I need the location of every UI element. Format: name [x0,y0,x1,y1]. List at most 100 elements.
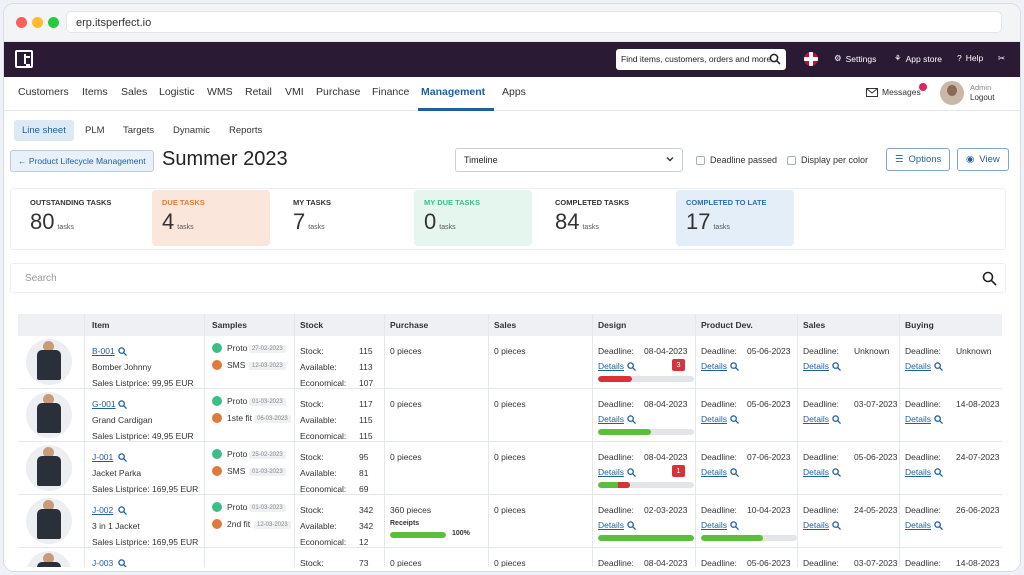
search-icon[interactable] [934,415,943,424]
search-icon[interactable] [730,521,739,530]
nav-sales[interactable]: Sales [121,86,148,98]
stat-card-my-tasks[interactable]: MY TASKS 7 tasks [283,190,401,246]
product-dev-details-link[interactable]: Details [701,520,727,530]
nav-vmi[interactable]: VMI [285,86,304,98]
search-icon[interactable] [730,415,739,424]
sales-details-link[interactable]: Details [803,520,829,530]
stat-card-due[interactable]: DUE TASKS 4 tasks [152,190,270,246]
help-link[interactable]: ? Help [957,53,983,63]
options-button[interactable]: ☰ Options [886,148,951,171]
design-details-link[interactable]: Details [598,414,624,424]
maximize-window-button[interactable] [48,17,59,28]
tab-reports[interactable]: Reports [229,125,263,136]
product-dev-details-link[interactable]: Details [701,414,727,424]
stat-card-completed-late[interactable]: COMPLETED TO LATE 17 tasks [676,190,794,246]
table-row[interactable]: G-001 Grand Cardigan Sales Listprice: 49,9… [18,389,1002,442]
search-icon[interactable] [118,453,127,462]
product-image[interactable] [26,445,72,491]
table-row[interactable]: J-001 Jacket Parka Sales Listprice: 169,95… [18,442,1002,495]
avatar[interactable] [940,81,964,105]
search-icon[interactable] [934,468,943,477]
stat-card-outstanding[interactable]: OUTSTANDING TASKS 80 tasks [20,190,138,246]
search-icon[interactable] [118,506,127,515]
search-icon[interactable] [118,400,127,409]
product-image[interactable] [26,339,72,385]
settings-link[interactable]: ⚙ Settings [834,53,876,64]
search-icon[interactable] [118,559,127,567]
nav-apps[interactable]: Apps [502,86,526,98]
display-per-color-checkbox[interactable]: Display per color [787,155,868,165]
view-button[interactable]: ◉ View [957,148,1009,171]
item-code-link[interactable]: J-002 [92,505,114,515]
search-icon[interactable] [769,53,781,65]
sales-details-link[interactable]: Details [803,467,829,477]
search-icon[interactable] [934,362,943,371]
search-icon[interactable] [982,271,997,286]
search-icon[interactable] [730,468,739,477]
product-dev-details-link[interactable]: Details [701,467,727,477]
nav-wms[interactable]: WMS [207,86,233,98]
col-buying[interactable]: Buying [905,320,934,330]
col-stock[interactable]: Stock [300,320,324,330]
search-icon[interactable] [627,468,636,477]
app-store-link[interactable]: ⚘ App store [894,53,942,64]
design-details-link[interactable]: Details [598,467,624,477]
item-code-link[interactable]: J-001 [92,452,114,462]
user-menu[interactable]: Admin Logout [970,83,994,103]
checkbox-box[interactable] [787,155,796,165]
search-icon[interactable] [832,468,841,477]
product-image[interactable] [26,551,72,567]
search-icon[interactable] [832,521,841,530]
search-input[interactable]: Search [10,263,1006,293]
logout-link[interactable]: Logout [970,93,995,102]
search-icon[interactable] [934,521,943,530]
design-details-link[interactable]: Details [598,520,624,530]
item-code-link[interactable]: G-001 [92,399,116,409]
search-icon[interactable] [627,415,636,424]
col-samples[interactable]: Samples [212,320,247,330]
deadline-passed-checkbox[interactable]: Deadline passed [696,155,777,165]
app-logo-icon[interactable] [15,50,33,68]
col-sales[interactable]: Sales [494,320,517,330]
checkbox-box[interactable] [696,155,705,165]
nav-retail[interactable]: Retail [245,86,272,98]
col-product-dev[interactable]: Product Dev. [701,320,753,330]
sales-details-link[interactable]: Details [803,414,829,424]
search-icon[interactable] [730,362,739,371]
col-item[interactable]: Item [92,320,110,330]
product-image[interactable] [26,498,72,544]
sales-details-link[interactable]: Details [803,361,829,371]
nav-customers[interactable]: Customers [18,86,69,98]
search-icon[interactable] [118,347,127,356]
language-flag-icon[interactable] [804,52,818,66]
product-image[interactable] [26,392,72,438]
col-purchase[interactable]: Purchase [390,320,429,330]
nav-purchase[interactable]: Purchase [316,86,361,98]
back-button[interactable]: ← Product Lifecycle Management [10,150,154,172]
buying-details-link[interactable]: Details [905,520,931,530]
buying-details-link[interactable]: Details [905,467,931,477]
address-bar[interactable]: erp.itsperfect.io [66,11,1002,33]
product-dev-details-link[interactable]: Details [701,361,727,371]
table-row[interactable]: B-001 Bomber Johnny Sales Listprice: 99,95… [18,336,1002,389]
nav-logistic[interactable]: Logistic [159,86,195,98]
item-code-link[interactable]: B-001 [92,346,115,356]
search-icon[interactable] [832,415,841,424]
tab-line-sheet[interactable]: Line sheet [14,120,74,141]
tab-targets[interactable]: Targets [123,125,155,136]
buying-details-link[interactable]: Details [905,414,931,424]
item-code-link[interactable]: J-003 [92,558,114,567]
tab-dynamic[interactable]: Dynamic [173,125,210,136]
search-icon[interactable] [832,362,841,371]
stat-card-my-due[interactable]: MY DUE TASKS 0 tasks [414,190,532,246]
view-select[interactable]: Timeline [455,148,683,172]
messages-link[interactable]: Messages [866,87,921,97]
close-window-button[interactable] [16,17,27,28]
nav-management[interactable]: Management [421,86,486,98]
buying-details-link[interactable]: Details [905,361,931,371]
nav-items[interactable]: Items [82,86,108,98]
tools-icon[interactable]: ✂ [998,53,1006,63]
col-design[interactable]: Design [598,320,627,330]
col-sales-deadline[interactable]: Sales [803,320,826,330]
design-details-link[interactable]: Details [598,361,624,371]
